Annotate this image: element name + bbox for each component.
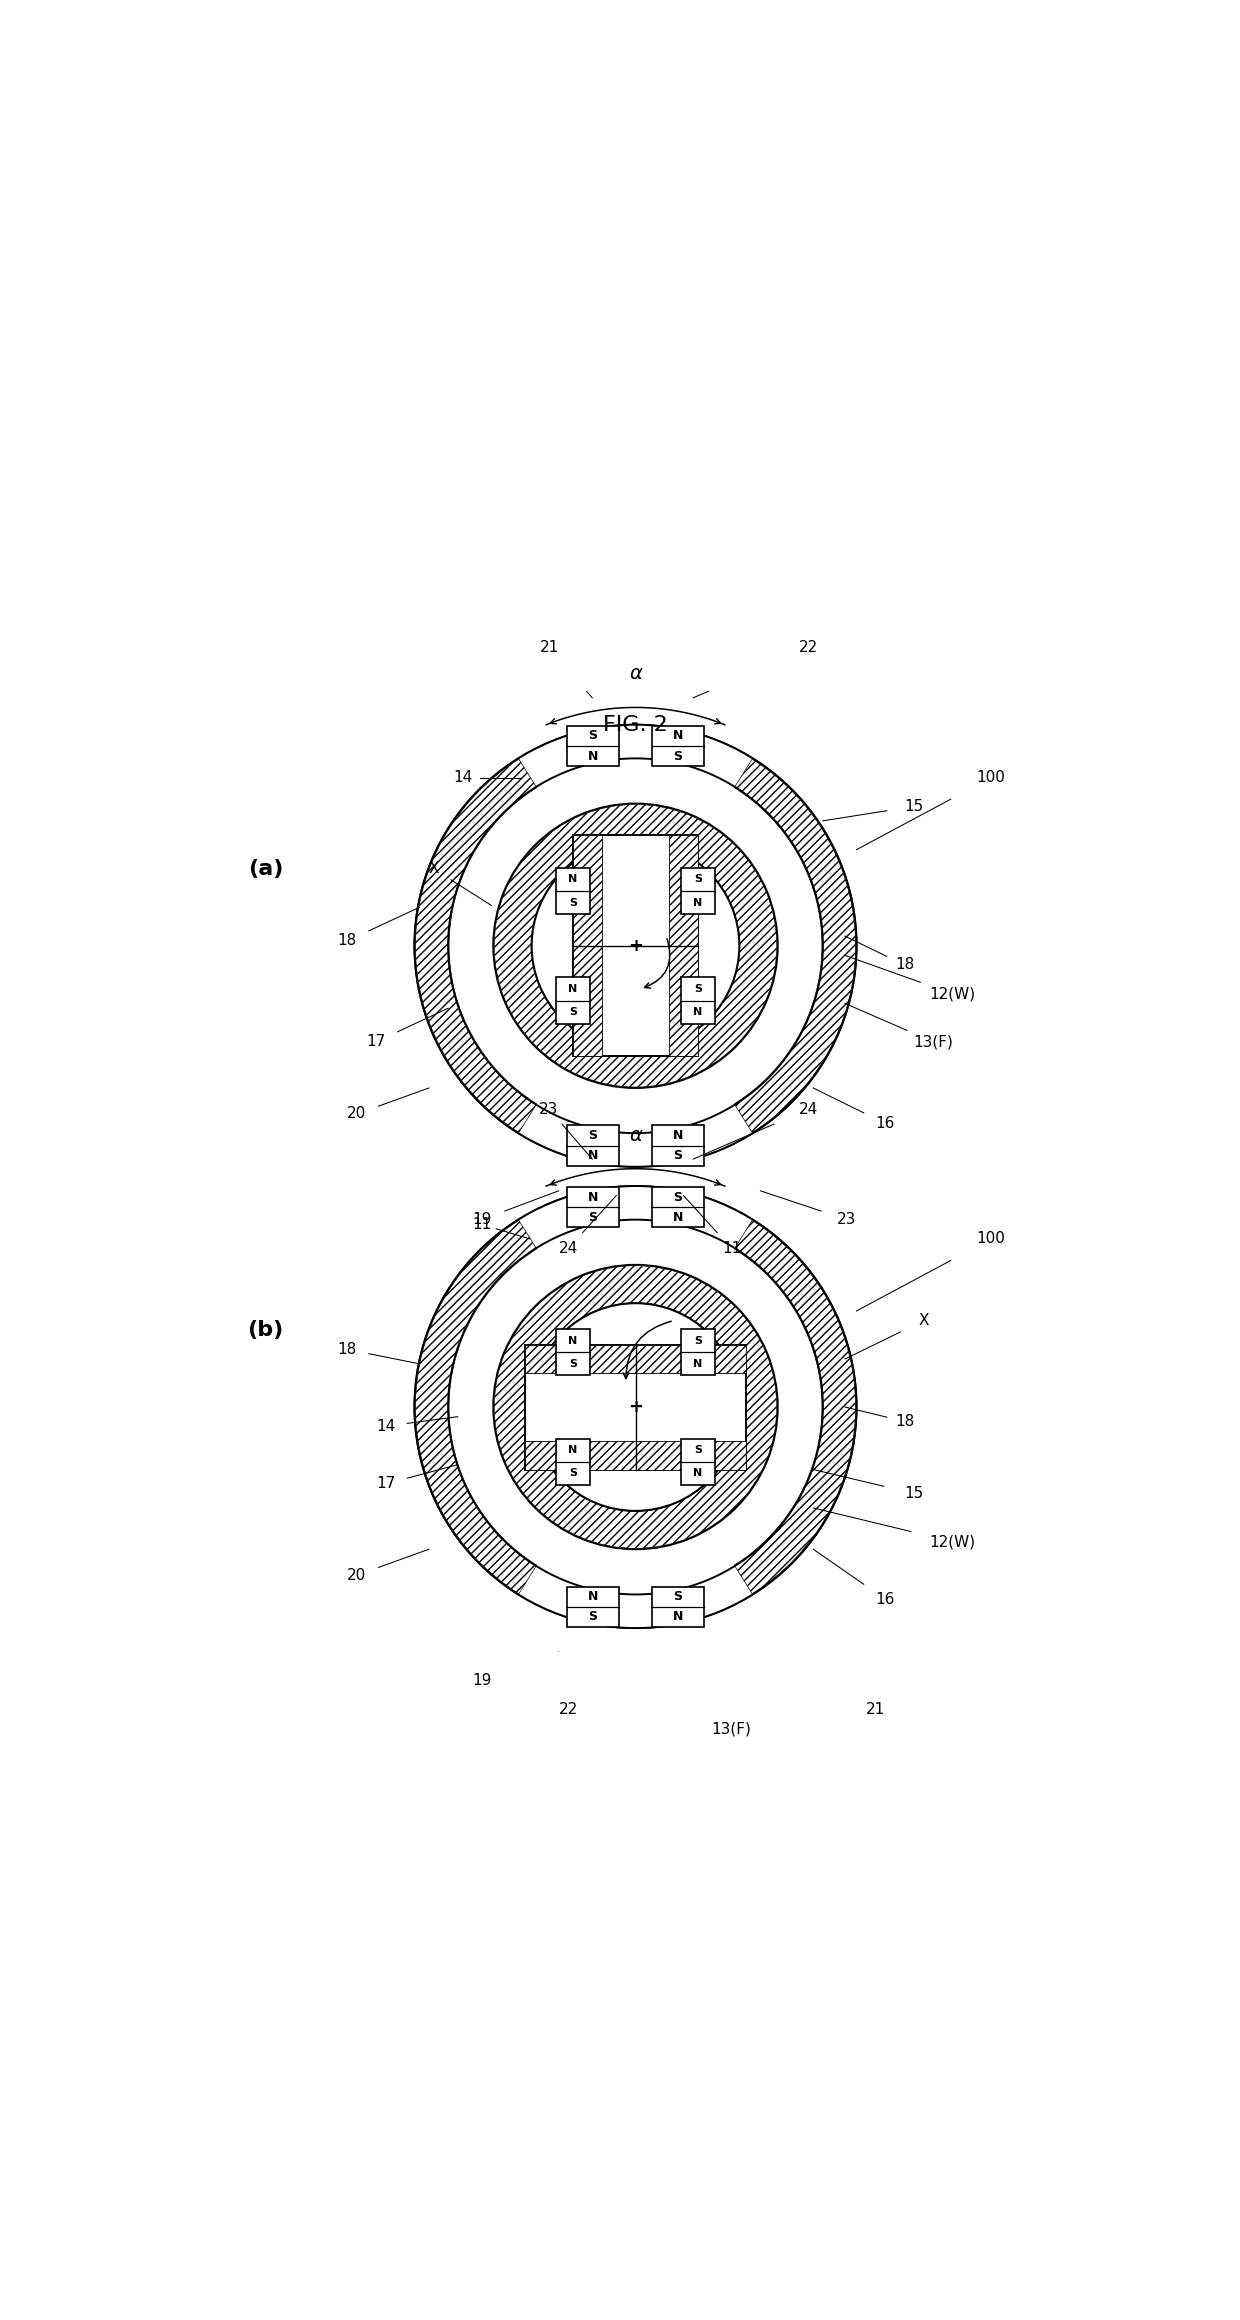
Text: 16: 16 xyxy=(875,1116,895,1132)
Text: α: α xyxy=(629,664,642,684)
Text: N: N xyxy=(588,1589,598,1603)
Text: X: X xyxy=(919,1313,929,1327)
Text: S: S xyxy=(569,1469,577,1478)
Text: N: N xyxy=(693,1469,703,1478)
Text: S: S xyxy=(694,1445,702,1455)
Text: 20: 20 xyxy=(347,1568,367,1582)
Bar xyxy=(573,835,601,1056)
Text: 24: 24 xyxy=(558,1241,578,1255)
Bar xyxy=(567,1125,620,1165)
Text: N: N xyxy=(568,1445,578,1455)
Text: (a): (a) xyxy=(248,858,283,879)
Text: 13(F): 13(F) xyxy=(914,1035,954,1049)
Text: 12(W): 12(W) xyxy=(930,986,976,1002)
Text: 21: 21 xyxy=(866,1703,885,1717)
Bar xyxy=(573,835,698,1056)
Text: N: N xyxy=(588,1190,598,1204)
Text: 18: 18 xyxy=(337,1341,357,1357)
Text: 18: 18 xyxy=(895,1413,914,1429)
Text: 20: 20 xyxy=(347,1107,367,1121)
Text: FIG. 2: FIG. 2 xyxy=(603,715,668,735)
Text: 100: 100 xyxy=(977,770,1006,784)
Circle shape xyxy=(532,842,739,1049)
Text: 19: 19 xyxy=(472,1211,491,1227)
Text: 14: 14 xyxy=(453,770,472,784)
Text: 17: 17 xyxy=(366,1035,386,1049)
Text: S: S xyxy=(569,898,577,907)
Text: S: S xyxy=(673,1589,682,1603)
Text: +: + xyxy=(627,1399,644,1415)
Bar xyxy=(556,1329,590,1376)
Text: N: N xyxy=(568,1336,578,1346)
Text: 12(W): 12(W) xyxy=(930,1534,976,1550)
Text: S: S xyxy=(673,1148,682,1162)
Bar xyxy=(567,726,620,766)
Text: 23: 23 xyxy=(837,1211,857,1227)
Text: 13(F): 13(F) xyxy=(712,1721,751,1735)
Bar xyxy=(681,1329,715,1376)
Bar xyxy=(651,1188,704,1227)
Bar xyxy=(651,1125,704,1165)
Text: S: S xyxy=(589,1610,598,1624)
Text: 16: 16 xyxy=(875,1592,895,1608)
Text: 15: 15 xyxy=(904,1487,924,1501)
Text: N: N xyxy=(588,1148,598,1162)
Text: S: S xyxy=(673,749,682,763)
Text: 14: 14 xyxy=(376,1420,396,1434)
Bar xyxy=(525,1346,746,1469)
Text: N: N xyxy=(693,1360,703,1369)
Bar xyxy=(556,1438,590,1485)
Text: 22: 22 xyxy=(558,1703,578,1717)
Text: 19: 19 xyxy=(472,1673,491,1689)
Text: N: N xyxy=(568,875,578,884)
Text: 17: 17 xyxy=(376,1476,396,1492)
Text: 11: 11 xyxy=(472,1218,491,1232)
Text: S: S xyxy=(694,875,702,884)
Text: S: S xyxy=(589,728,598,742)
Text: 100: 100 xyxy=(977,1232,1006,1246)
Text: N: N xyxy=(588,749,598,763)
Text: 15: 15 xyxy=(904,798,924,814)
Bar xyxy=(525,1441,746,1469)
Bar xyxy=(567,1587,620,1626)
Circle shape xyxy=(414,724,857,1167)
Text: N: N xyxy=(693,1007,703,1016)
Bar xyxy=(681,1438,715,1485)
Text: N: N xyxy=(693,898,703,907)
Text: 23: 23 xyxy=(539,1102,559,1116)
Text: 21: 21 xyxy=(539,640,559,654)
Text: S: S xyxy=(694,984,702,993)
Text: N: N xyxy=(673,1610,683,1624)
Bar xyxy=(567,1188,620,1227)
Text: S: S xyxy=(569,1360,577,1369)
Text: N: N xyxy=(673,1211,683,1225)
Circle shape xyxy=(414,1186,857,1629)
Text: +: + xyxy=(627,937,644,956)
Text: N: N xyxy=(673,728,683,742)
Bar xyxy=(651,726,704,766)
Text: S: S xyxy=(569,1007,577,1016)
Text: 24: 24 xyxy=(799,1102,818,1116)
Text: N: N xyxy=(673,1130,683,1141)
Text: 11: 11 xyxy=(722,1241,742,1255)
Text: α: α xyxy=(629,1125,642,1144)
Bar xyxy=(681,868,715,914)
Text: 22: 22 xyxy=(799,640,818,654)
Bar xyxy=(670,835,698,1056)
Text: X: X xyxy=(429,861,439,877)
Bar xyxy=(556,977,590,1023)
Text: (b): (b) xyxy=(248,1320,284,1341)
Text: 18: 18 xyxy=(895,958,914,972)
Bar xyxy=(681,977,715,1023)
Text: S: S xyxy=(589,1130,598,1141)
Bar xyxy=(651,1587,704,1626)
Bar xyxy=(556,868,590,914)
Text: S: S xyxy=(673,1190,682,1204)
Text: N: N xyxy=(568,984,578,993)
Bar xyxy=(525,1346,746,1373)
Text: S: S xyxy=(589,1211,598,1225)
Circle shape xyxy=(532,1304,739,1510)
Text: S: S xyxy=(694,1336,702,1346)
Text: 18: 18 xyxy=(337,933,357,949)
